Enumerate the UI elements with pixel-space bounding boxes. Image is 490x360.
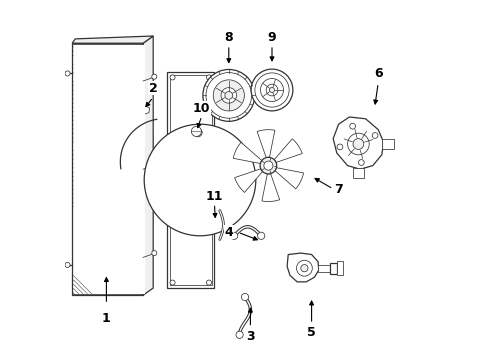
Circle shape (206, 75, 212, 80)
Circle shape (296, 260, 312, 276)
Circle shape (206, 280, 212, 285)
Circle shape (353, 139, 364, 149)
Circle shape (203, 69, 255, 121)
Circle shape (270, 87, 274, 93)
Polygon shape (170, 75, 212, 285)
Polygon shape (262, 174, 280, 202)
Circle shape (242, 293, 248, 301)
Circle shape (337, 144, 343, 150)
Circle shape (350, 123, 356, 129)
Polygon shape (167, 72, 215, 288)
Text: 7: 7 (334, 183, 343, 195)
Polygon shape (287, 253, 319, 282)
Circle shape (266, 84, 278, 96)
Circle shape (225, 91, 233, 99)
Circle shape (152, 251, 157, 256)
Polygon shape (333, 117, 384, 169)
Polygon shape (318, 265, 330, 272)
Polygon shape (136, 105, 149, 114)
Circle shape (301, 265, 308, 272)
Text: 9: 9 (268, 31, 276, 44)
Circle shape (152, 162, 157, 167)
Polygon shape (337, 261, 343, 275)
Circle shape (152, 74, 157, 79)
Text: 3: 3 (246, 330, 255, 343)
Circle shape (65, 71, 70, 76)
Polygon shape (330, 263, 337, 274)
Circle shape (264, 161, 273, 170)
Circle shape (255, 73, 289, 107)
Circle shape (258, 232, 265, 239)
Polygon shape (353, 168, 364, 178)
Text: 4: 4 (224, 226, 233, 239)
Circle shape (359, 159, 364, 165)
Text: 5: 5 (307, 327, 316, 339)
Circle shape (231, 232, 238, 239)
Polygon shape (233, 142, 262, 163)
Polygon shape (235, 169, 263, 192)
Polygon shape (382, 139, 394, 149)
Circle shape (170, 280, 175, 285)
Text: 11: 11 (206, 190, 223, 203)
Polygon shape (257, 130, 275, 158)
Circle shape (236, 331, 243, 338)
Text: 8: 8 (224, 31, 233, 44)
Circle shape (65, 262, 70, 267)
Circle shape (170, 75, 175, 80)
Circle shape (260, 157, 277, 174)
Text: 1: 1 (102, 312, 111, 325)
Circle shape (194, 128, 202, 137)
Text: 10: 10 (193, 102, 211, 114)
Polygon shape (72, 43, 143, 295)
Circle shape (144, 124, 256, 236)
Polygon shape (274, 139, 302, 162)
Circle shape (372, 132, 378, 138)
Circle shape (206, 73, 251, 118)
Bar (74, 45, 145, 294)
Bar (74, 45, 145, 294)
Bar (74, 45, 145, 294)
Circle shape (261, 78, 284, 102)
Text: 6: 6 (374, 67, 383, 80)
Circle shape (213, 80, 245, 111)
Polygon shape (72, 36, 153, 43)
Circle shape (347, 133, 369, 155)
Text: 2: 2 (149, 82, 158, 95)
Circle shape (192, 126, 201, 136)
Circle shape (221, 87, 237, 103)
Circle shape (251, 69, 293, 111)
Polygon shape (275, 168, 304, 189)
Polygon shape (143, 36, 153, 295)
